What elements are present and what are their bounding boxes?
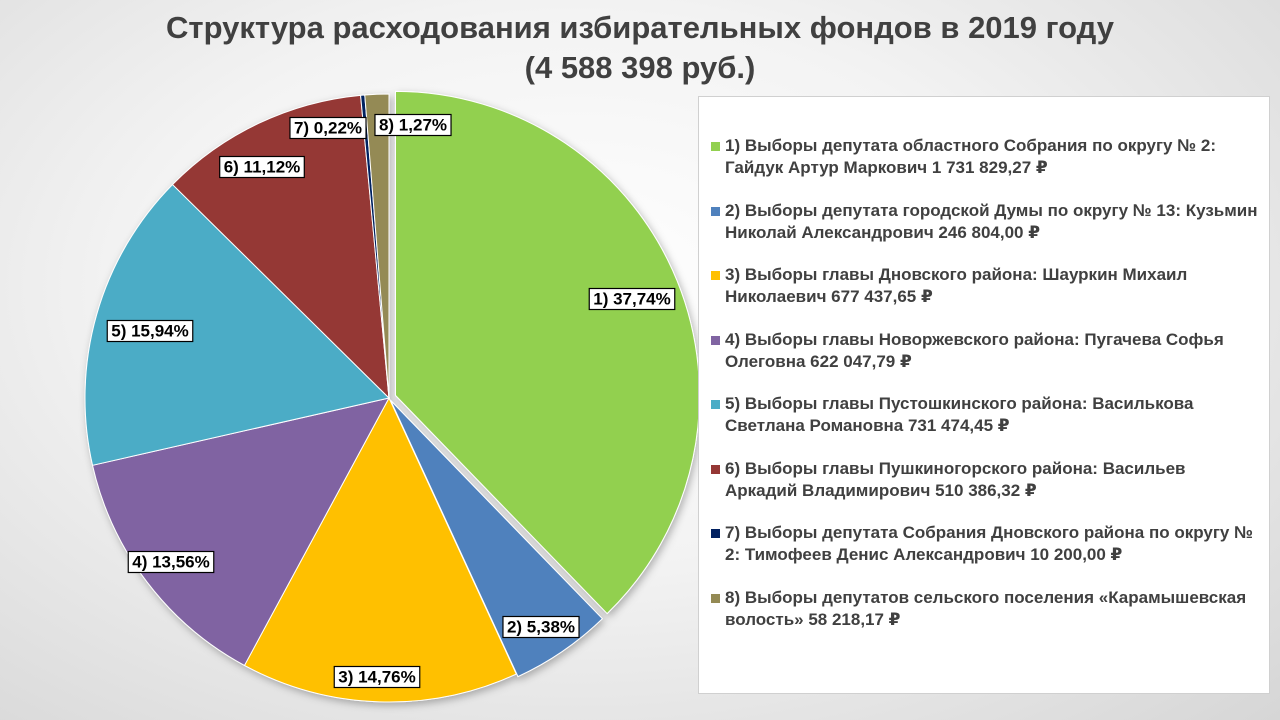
legend-text-1: 1) Выборы депутата областного Собрания п… bbox=[725, 136, 1217, 177]
legend-swatch-3 bbox=[711, 271, 720, 280]
legend-item-8: 8) Выборы депутатов сельского поселения … bbox=[711, 587, 1261, 631]
legend-text-7: 7) Выборы депутата Собрания Дновского ра… bbox=[725, 523, 1254, 564]
pie-label-2: 2) 5,38% bbox=[502, 615, 580, 639]
pie-slice-8 bbox=[364, 93, 390, 399]
legend-swatch-8 bbox=[711, 593, 720, 603]
legend-swatch-6 bbox=[711, 464, 720, 474]
legend-text-6: 6) Выборы главы Пушкиногорского района: … bbox=[725, 458, 1186, 500]
legend-item-3: 3) Выборы главы Дновского района: Шаурки… bbox=[711, 264, 1261, 308]
svg-text:5) 15,94%: 5) 15,94% bbox=[111, 322, 189, 341]
legend-text-3: 3) Выборы главы Дновского района: Шаурки… bbox=[725, 265, 1188, 306]
legend-item-6: 6) Выборы главы Пушкиногорского района: … bbox=[711, 458, 1261, 502]
legend-item-5: 5) Выборы главы Пустошкинского района: В… bbox=[711, 393, 1261, 437]
svg-text:6) 11,12%: 6) 11,12% bbox=[224, 158, 301, 177]
legend-text-5: 5) Выборы главы Пустошкинского района: В… bbox=[725, 394, 1194, 435]
legend-swatch-1 bbox=[711, 142, 720, 151]
legend-text-4: 4) Выборы главы Новоржевского района: Пу… bbox=[725, 329, 1224, 371]
pie-label-1: 1) 37,74% bbox=[588, 287, 676, 311]
pie-label-4: 4) 13,56% bbox=[127, 550, 215, 574]
pie-slice-1 bbox=[394, 90, 700, 615]
pie-label-7: 7) 0,22% bbox=[289, 116, 367, 140]
svg-text:4) 13,56%: 4) 13,56% bbox=[132, 553, 210, 572]
svg-text:2) 5,38%: 2) 5,38% bbox=[507, 618, 575, 637]
pie-label-3: 3) 14,76% bbox=[333, 665, 421, 689]
legend-swatch-5 bbox=[711, 400, 720, 409]
pie-label-5: 5) 15,94% bbox=[106, 319, 194, 343]
legend-text-8: 8) Выборы депутатов сельского поселения … bbox=[725, 587, 1247, 629]
chart-title: Структура расходования избирательных фон… bbox=[166, 10, 1114, 45]
chart-legend: 1) Выборы депутата областного Собрания п… bbox=[698, 96, 1270, 694]
legend-item-7: 7) Выборы депутата Собрания Дновского ра… bbox=[711, 522, 1261, 566]
legend-swatch-7 bbox=[711, 529, 720, 538]
legend-text-2: 2) Выборы депутата городской Думы по окр… bbox=[725, 200, 1258, 242]
chart-subtitle: (4 588 398 руб.) bbox=[524, 50, 756, 85]
pie-slice-4 bbox=[91, 397, 390, 667]
legend-item-1: 1) Выборы депутата областного Собрания п… bbox=[711, 135, 1261, 179]
legend-swatch-2 bbox=[711, 206, 720, 216]
pie-chart: 1) 37,74% 2) 5,38% 3) 14,76% 4) 13,56% 5) 15… bbox=[84, 90, 700, 703]
legend-swatch-4 bbox=[711, 335, 720, 345]
pie-label-8: 8) 1,27% bbox=[374, 113, 452, 137]
pie-slice-5 bbox=[84, 183, 391, 466]
svg-text:7) 0,22%: 7) 0,22% bbox=[294, 119, 362, 138]
svg-text:3) 14,76%: 3) 14,76% bbox=[338, 668, 416, 687]
pie-label-6: 6) 11,12% bbox=[219, 155, 305, 179]
svg-text:1) 37,74%: 1) 37,74% bbox=[593, 290, 671, 309]
legend-item-2: 2) Выборы депутата городской Думы по окр… bbox=[711, 200, 1261, 244]
pie-slice-3 bbox=[243, 396, 517, 703]
pie-slice-2 bbox=[390, 400, 604, 678]
svg-text:8) 1,27%: 8) 1,27% bbox=[379, 116, 447, 135]
legend-item-4: 4) Выборы главы Новоржевского района: Пу… bbox=[711, 329, 1261, 373]
